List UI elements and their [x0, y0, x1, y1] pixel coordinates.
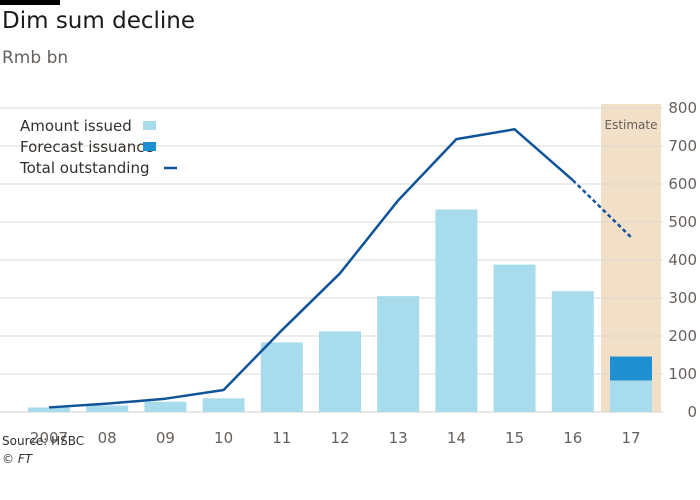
legend-swatch-amount-issued	[143, 121, 156, 130]
bar-amount-issued	[377, 296, 420, 412]
bar-amount-issued	[260, 342, 303, 412]
copyright-note: © FT	[2, 452, 33, 466]
bar-amount-issued	[144, 401, 187, 412]
x-tick-label: 17	[621, 429, 640, 447]
x-tick-label: 09	[156, 429, 175, 447]
x-tick-label: 14	[447, 429, 466, 447]
legend-label-total-outstanding: Total outstanding	[19, 159, 149, 177]
y-tick-label: 200	[668, 327, 697, 345]
y-tick-label: 700	[668, 137, 697, 155]
x-tick-label: 10	[214, 429, 233, 447]
bar-amount-issued	[86, 405, 129, 412]
y-tick-label: 800	[668, 99, 697, 117]
y-tick-label: 300	[668, 289, 697, 307]
y-tick-label: 600	[668, 175, 697, 193]
x-tick-label: 11	[272, 429, 291, 447]
estimate-label: Estimate	[604, 118, 657, 132]
legend-label-forecast-issuance: Forecast issuance	[20, 138, 154, 156]
x-tick-label: 13	[389, 429, 408, 447]
bar-amount-issued	[551, 291, 594, 412]
x-tick-label: 15	[505, 429, 524, 447]
y-tick-label: 0	[687, 403, 697, 421]
brand-bar	[0, 0, 60, 5]
y-tick-label: 100	[668, 365, 697, 383]
x-tick-label: 12	[330, 429, 349, 447]
bar-amount-issued	[202, 398, 245, 412]
line-total-outstanding	[48, 128, 574, 409]
bar-amount-issued	[28, 407, 70, 412]
x-tick-label: 08	[98, 429, 117, 447]
x-tick-label: 16	[563, 429, 582, 447]
bar-amount-issued	[319, 331, 361, 412]
bar-amount-issued	[610, 380, 652, 412]
legend-label-amount-issued: Amount issued	[20, 117, 132, 135]
source-note: Source: HSBC	[2, 434, 85, 448]
chart-subtitle: Rmb bn	[2, 48, 69, 68]
y-tick-label: 500	[668, 213, 697, 231]
x-tick-label: 2007	[30, 429, 68, 447]
y-tick-label: 400	[668, 251, 697, 269]
legend-swatch-forecast-issuance	[143, 142, 156, 151]
chart-title: Dim sum decline	[2, 8, 195, 34]
bar-amount-issued	[493, 264, 536, 412]
bar-amount-issued	[435, 209, 478, 412]
bar-forecast-issuance	[610, 356, 652, 381]
